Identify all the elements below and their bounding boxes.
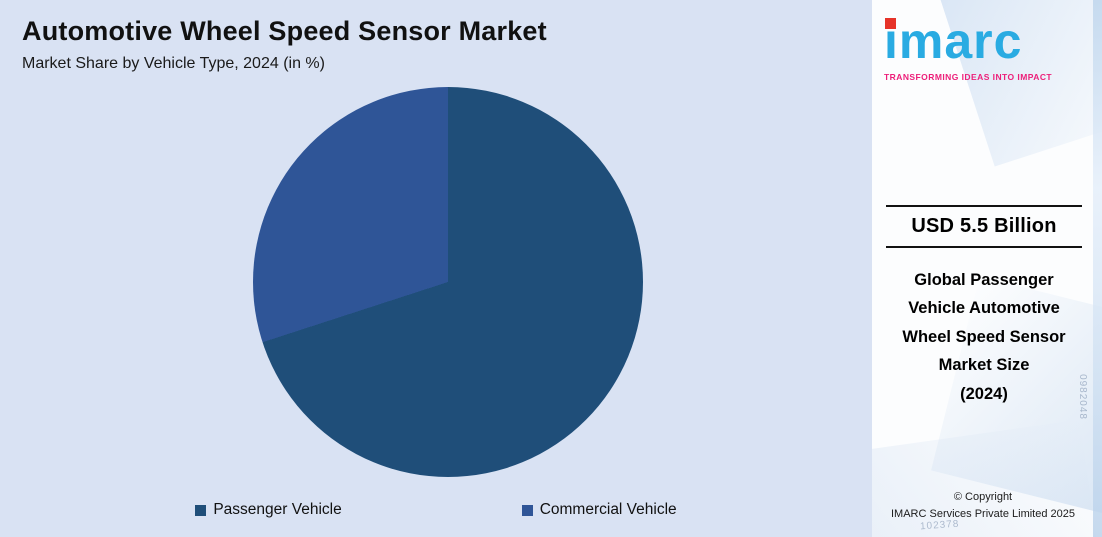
divider-bottom	[886, 246, 1082, 248]
imarc-logo: imarc TRANSFORMING IDEAS INTO IMPACT	[884, 16, 1052, 82]
legend-item-commercial-vehicle: Commercial Vehicle	[521, 501, 677, 519]
background-decoration-right-strip	[1093, 0, 1102, 537]
chart-legend: Passenger Vehicle Commercial Vehicle	[0, 501, 872, 519]
divider-top	[886, 205, 1082, 207]
market-size-label: Global Passenger Vehicle Automotive Whee…	[902, 271, 1066, 403]
legend-label-passenger-vehicle: Passenger Vehicle	[213, 501, 342, 518]
imarc-logo-text: imarc	[884, 13, 1023, 69]
imarc-tagline: TRANSFORMING IDEAS INTO IMPACT	[884, 72, 1053, 82]
legend-label-commercial-vehicle: Commercial Vehicle	[539, 501, 677, 518]
legend-item-passenger-vehicle: Passenger Vehicle	[195, 501, 342, 519]
imarc-logo-red-square-icon	[885, 18, 896, 29]
pie-chart	[253, 87, 643, 477]
chart-header: Automotive Wheel Speed Sensor Market Mar…	[22, 16, 547, 73]
chart-title: Automotive Wheel Speed Sensor Market	[22, 16, 547, 46]
market-size-stat-block: USD 5.5 Billion Global Passenger Vehicle…	[886, 205, 1082, 408]
legend-marker-commercial-vehicle	[521, 504, 533, 516]
chart-area: Automotive Wheel Speed Sensor Market Mar…	[0, 0, 872, 537]
chart-subtitle: Market Share by Vehicle Type, 2024 (in %…	[22, 55, 325, 72]
info-side-panel: 0982048 102378 imarc TRANSFORMING IDEAS …	[872, 0, 1102, 537]
copyright-notice: © Copyright IMARC Services Private Limit…	[890, 490, 1075, 520]
market-size-value: USD 5.5 Billion	[911, 215, 1057, 237]
legend-marker-passenger-vehicle	[195, 504, 207, 516]
